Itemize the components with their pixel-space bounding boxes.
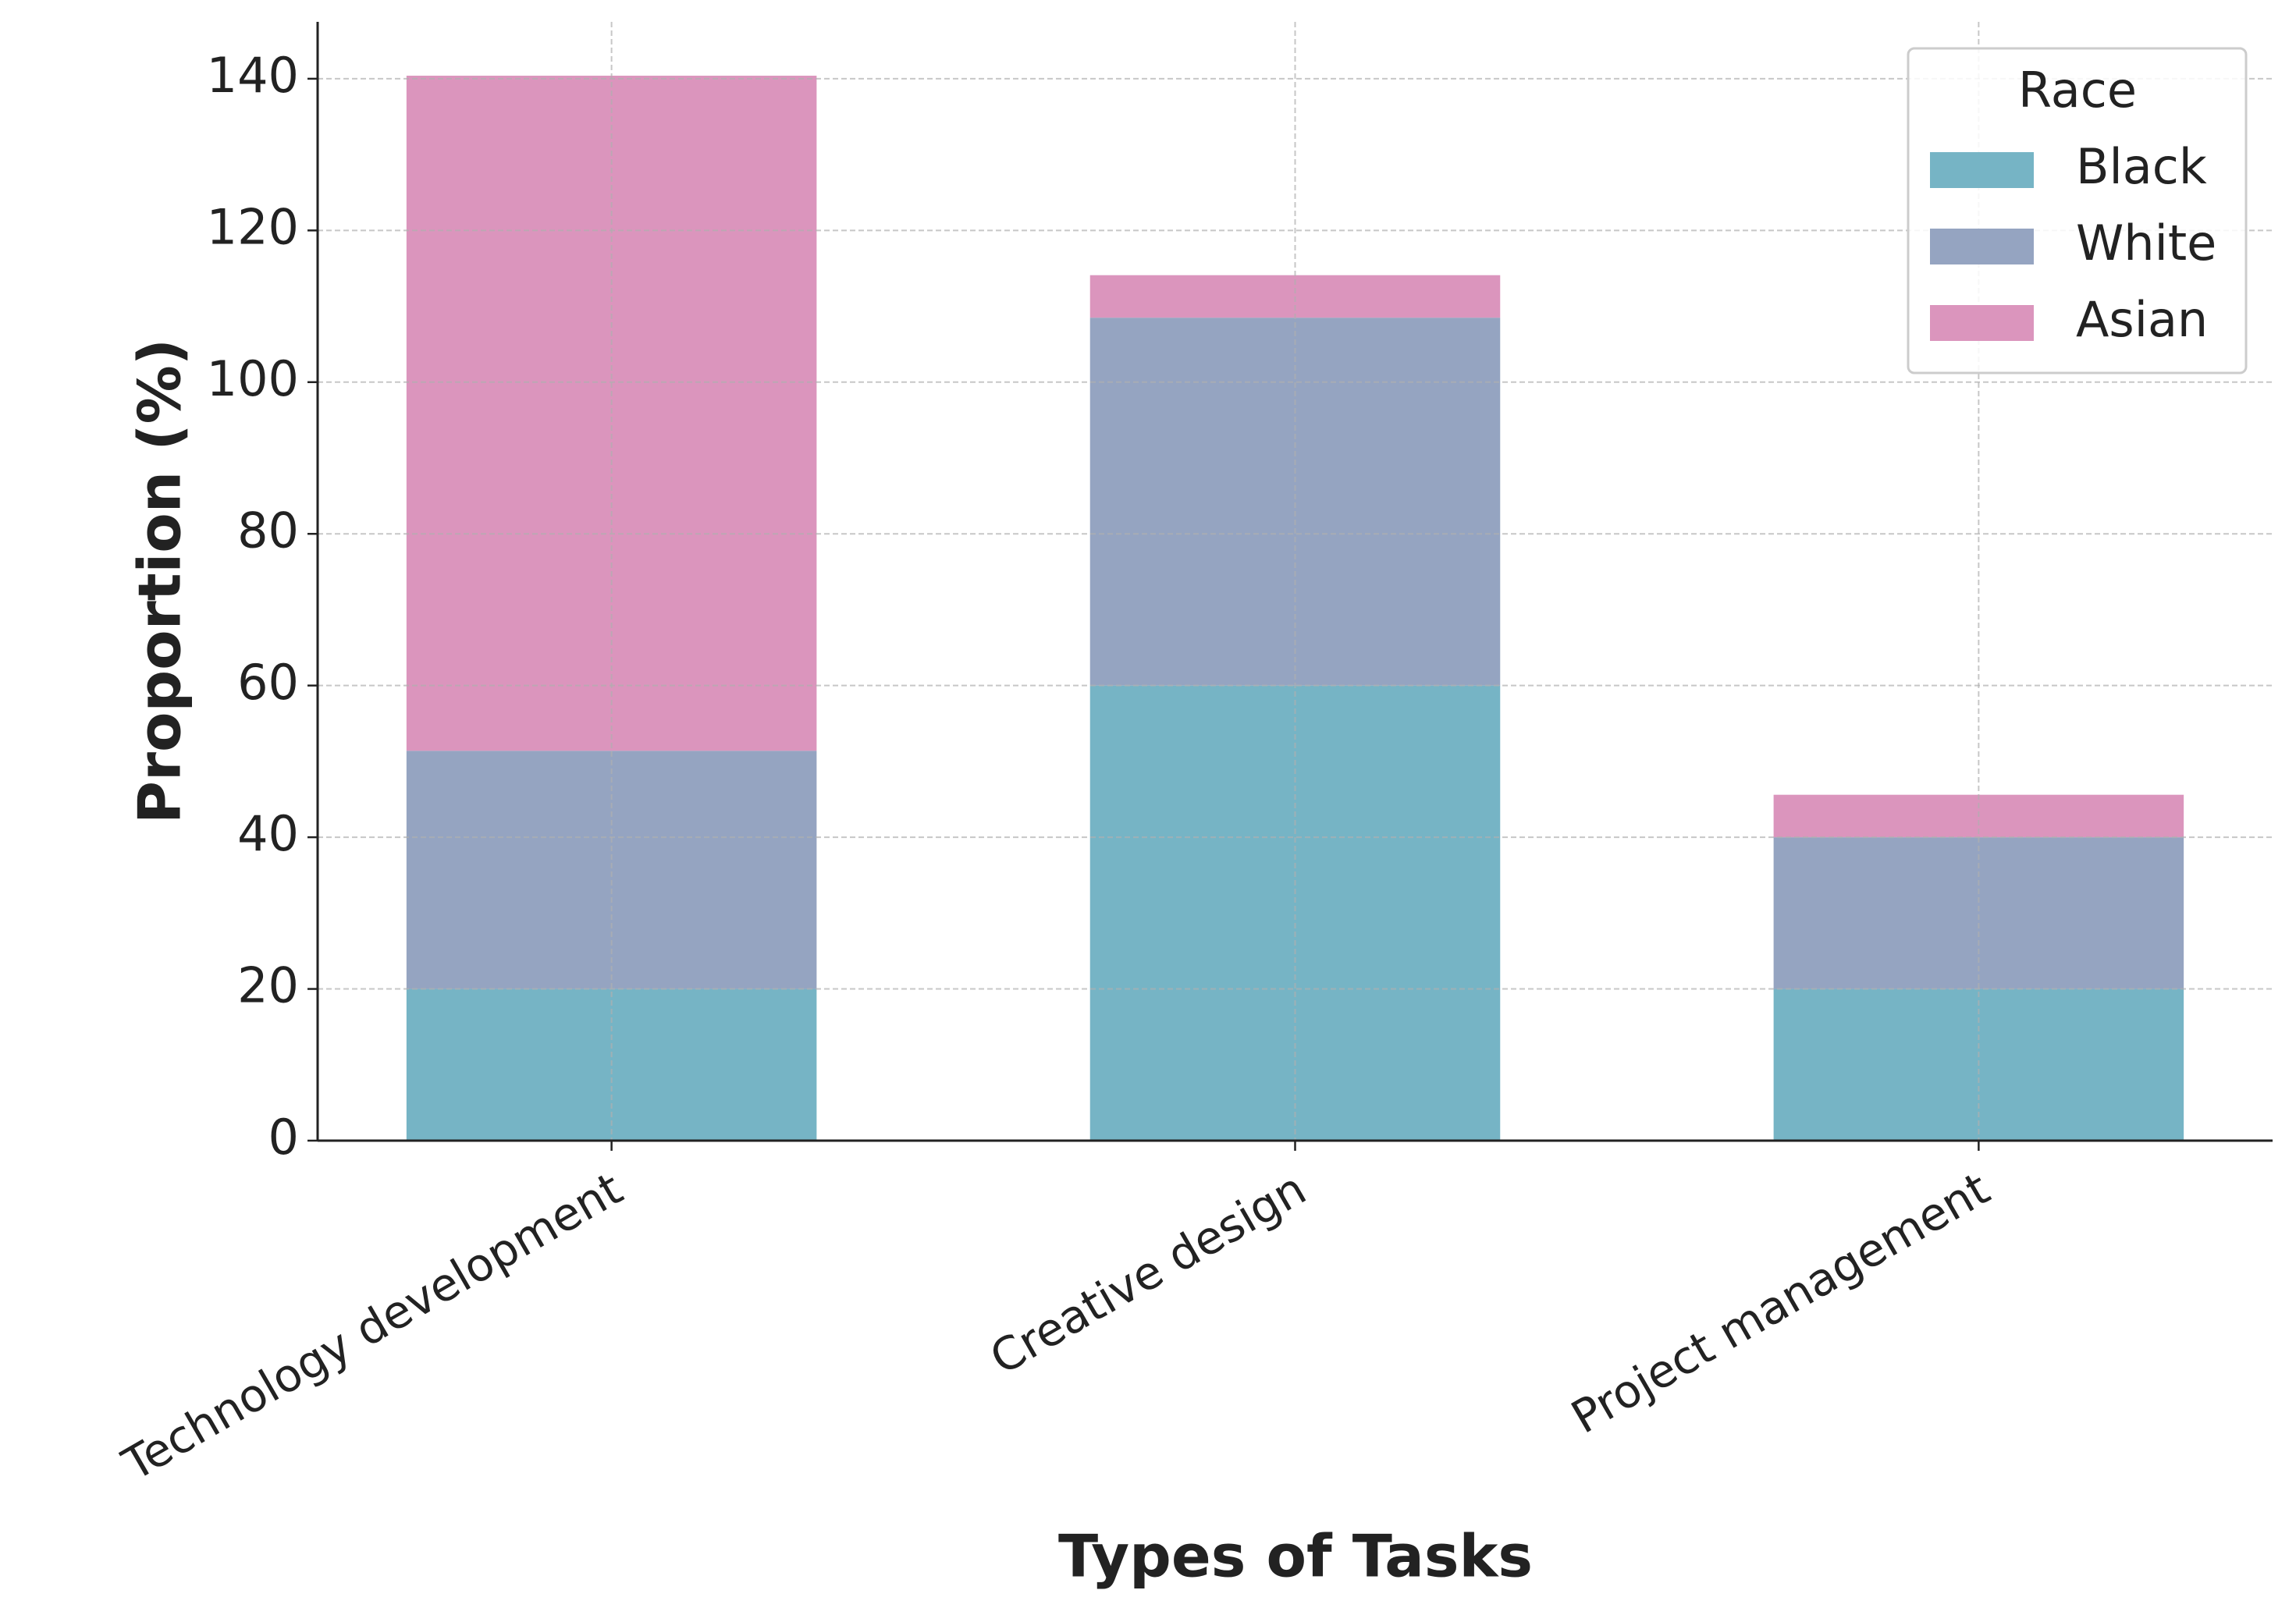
- bar-segment: [1773, 837, 2184, 989]
- legend-label: White: [2076, 215, 2216, 272]
- y-tick-label: 60: [237, 654, 299, 711]
- legend-swatch: [1930, 152, 2034, 188]
- y-tick-label: 40: [237, 805, 299, 862]
- legend-label: Asian: [2076, 291, 2208, 348]
- y-tick-label: 0: [268, 1109, 299, 1166]
- y-tick-label: 80: [237, 502, 299, 559]
- legend: Race Black White Asian: [1907, 47, 2248, 374]
- y-tick-label: 120: [207, 198, 299, 255]
- y-axis-title: Proportion (%): [126, 339, 194, 824]
- x-tick-label: Project management: [1562, 1162, 1998, 1444]
- x-axis-title: Types of Tasks: [1058, 1522, 1533, 1591]
- legend-box: [1907, 47, 2248, 374]
- x-tick-label: Technology development: [113, 1162, 631, 1491]
- y-tick-label: 100: [207, 350, 299, 407]
- legend-swatch: [1930, 305, 2034, 341]
- y-tick-label: 140: [207, 47, 299, 104]
- y-tick-label: 20: [237, 957, 299, 1014]
- legend-swatch: [1930, 229, 2034, 264]
- legend-title: Race: [2018, 62, 2137, 119]
- x-tick-label: Creative design: [981, 1162, 1314, 1385]
- bar-segment: [1089, 318, 1501, 686]
- legend-label: Black: [2076, 138, 2207, 195]
